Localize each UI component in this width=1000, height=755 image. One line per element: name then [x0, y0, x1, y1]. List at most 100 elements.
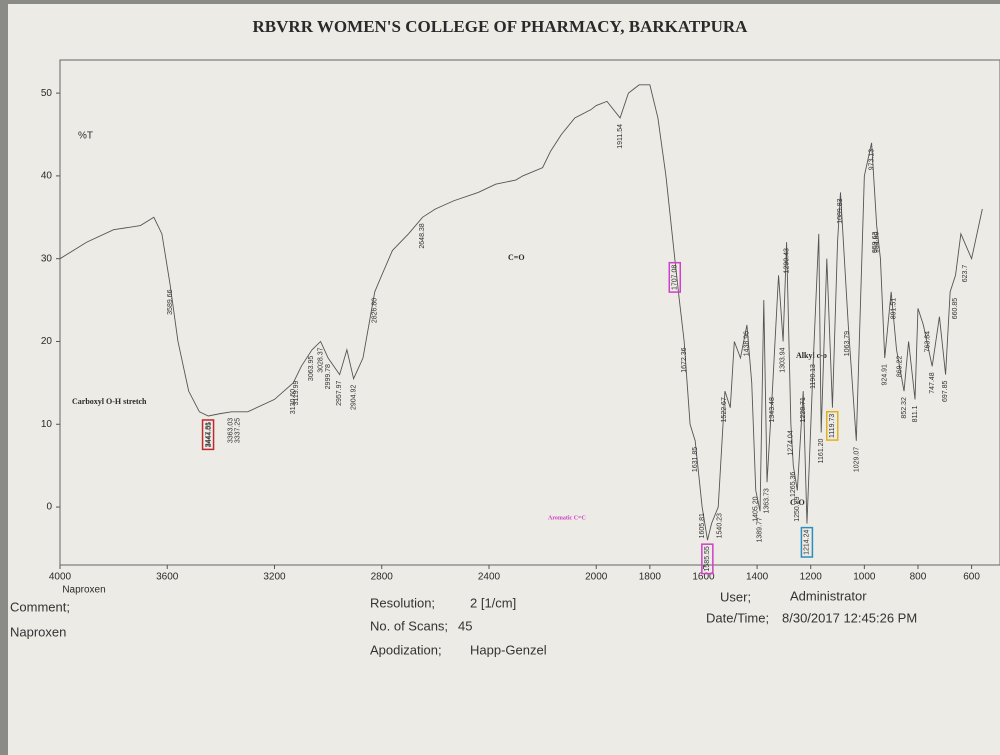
peak-label: 954.80: [873, 231, 880, 253]
x-tick-label: 2000: [585, 572, 608, 583]
peak-label: 2648.38: [419, 223, 426, 248]
footer-label: User;: [720, 589, 751, 604]
peak-highlight: [701, 543, 714, 575]
footer-value: Naproxen: [10, 624, 66, 639]
peak-label: 3447.81: [205, 422, 212, 447]
x-axis-label: Naproxen: [62, 585, 105, 596]
x-tick-label: 3200: [263, 572, 286, 583]
footer-label: No. of Scans;: [370, 618, 448, 633]
footer-label: Apodization;: [370, 642, 442, 657]
footer-value: 2 [1/cm]: [470, 595, 516, 610]
x-tick-label: 800: [910, 572, 927, 583]
footer-value: Administrator: [790, 588, 867, 603]
peak-label: 3130.60: [290, 389, 297, 414]
peak-label: 973.13: [868, 149, 875, 171]
peak-label: 2999.78: [325, 364, 332, 389]
x-tick-label: 1400: [746, 572, 769, 583]
x-tick-label: 1800: [639, 572, 662, 583]
peak-label: 3444.05: [206, 422, 213, 447]
peak-label: 1190.13: [810, 364, 817, 389]
footer-value: 45: [458, 618, 472, 633]
peak-label: 1707.08: [672, 265, 679, 290]
annotation: Alkyl c-o: [796, 351, 827, 360]
peak-highlight: [201, 419, 215, 451]
annotation: Carboxyl O-H stretch: [72, 397, 147, 406]
peak-highlight: [800, 526, 814, 558]
spectrum-line: [59, 84, 983, 541]
peak-highlight: [825, 410, 839, 441]
peak-label: 811.1: [912, 405, 919, 422]
peak-label: 1585.55: [704, 546, 711, 571]
x-tick-label: 3600: [156, 572, 179, 583]
peak-label: 3337.25: [235, 418, 242, 443]
y-tick-label: 10: [41, 419, 53, 430]
peak-label: 747.48: [929, 372, 936, 394]
peak-label: 2957.97: [336, 380, 343, 405]
footer-label: Comment;: [10, 599, 70, 614]
y-tick-label: 50: [41, 88, 53, 99]
peak-label: 623.7: [962, 265, 969, 283]
footer-label: Date/Time;: [706, 610, 769, 625]
peak-label: 1274.04: [788, 430, 795, 455]
x-tick-label: 1000: [853, 572, 876, 583]
annotation: C=O: [508, 253, 525, 262]
peak-label: 1265.36: [790, 472, 797, 497]
x-tick-label: 1600: [692, 572, 715, 583]
peak-label: 1522.67: [721, 397, 728, 422]
footer-value: Happ-Genzel: [470, 642, 547, 657]
x-tick-label: 600: [963, 572, 980, 583]
peak-label: 3363.03: [228, 418, 235, 443]
footer-value: 8/30/2017 12:45:26 PM: [782, 610, 917, 625]
peak-label: 891.51: [890, 298, 897, 320]
peak-label: 1343.48: [769, 397, 776, 422]
peak-label: 1911.54: [617, 124, 624, 149]
annotation: Aromatic C=C: [548, 515, 586, 521]
peak-label: 924.91: [881, 364, 888, 386]
peak-label: 3119.99: [293, 380, 300, 405]
peak-label: 660.85: [952, 298, 959, 320]
peak-label: 1438.96: [743, 331, 750, 356]
peak-label: 852.32: [901, 397, 908, 419]
peak-label: 1029.07: [853, 447, 860, 472]
x-tick-label: 2400: [478, 572, 501, 583]
peak-label: 1672.36: [681, 347, 688, 372]
peak-label: 1089.83: [837, 198, 844, 223]
peak-label: 1214.24: [804, 530, 811, 555]
x-tick-label: 1200: [800, 572, 823, 583]
peak-label: 2826.80: [371, 298, 378, 323]
peak-label: 1161.20: [818, 438, 825, 463]
chart-title: RBVRR WOMEN'S COLLEGE OF PHARMACY, BARKA…: [253, 17, 749, 36]
y-tick-label: 0: [46, 502, 52, 513]
y-tick-label: 30: [41, 253, 53, 264]
peak-label: 1290.43: [783, 248, 790, 273]
y-axis-label: %T: [78, 131, 93, 142]
peak-label: 3589.66: [167, 289, 174, 314]
peak-label: 1363.73: [764, 488, 771, 513]
peak-label: 1303.94: [780, 347, 787, 372]
peak-label: 763.84: [925, 331, 932, 353]
peak-label: 1605.81: [699, 513, 706, 538]
peak-label: 3028.37: [317, 347, 324, 372]
x-tick-label: 2800: [371, 572, 394, 583]
peak-label: 697.85: [942, 380, 949, 402]
y-tick-label: 20: [41, 336, 53, 347]
x-tick-label: 4000: [49, 572, 72, 583]
plot-frame: [59, 59, 1000, 566]
peak-label: 1405.20: [753, 496, 760, 521]
peak-label: 1540.23: [716, 513, 723, 538]
y-tick-label: 40: [41, 171, 53, 182]
peak-label: 1063.79: [844, 331, 851, 356]
peak-label: 2904.92: [350, 385, 357, 410]
peak-label: 869.22: [896, 356, 903, 378]
peak-label: 1228.71: [800, 397, 807, 422]
peak-highlight: [668, 261, 682, 293]
peak-label: 3063.95: [308, 356, 315, 381]
peak-label: 1250.89: [794, 496, 801, 521]
annotation: C-O: [790, 498, 805, 507]
peak-label: 1389.77: [757, 517, 764, 542]
peak-label: 1119.73: [829, 414, 836, 438]
peak-label: 959.63: [872, 231, 879, 253]
footer-label: Resolution;: [370, 595, 435, 610]
paper: [8, 4, 1000, 755]
